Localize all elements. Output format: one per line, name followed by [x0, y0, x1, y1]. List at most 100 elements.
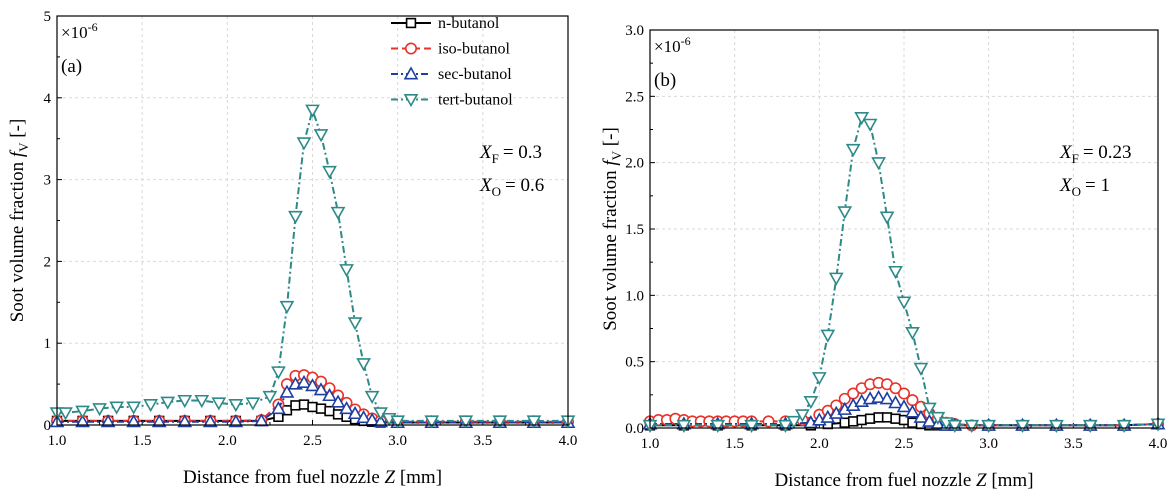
- data-point: [905, 326, 920, 341]
- data-point: [820, 329, 836, 343]
- data-point: [947, 419, 963, 433]
- data-point: [890, 413, 901, 424]
- annotation-variable: X: [1059, 175, 1073, 196]
- data-point: [202, 414, 218, 428]
- data-point: [676, 419, 692, 433]
- x-axis-title: Distance from fuel nozzle Z [mm]: [183, 467, 442, 488]
- x-axis-title-part: fuel: [291, 467, 325, 488]
- data-point: [324, 405, 335, 417]
- annotation-variable: X: [479, 175, 493, 196]
- data-point: [922, 402, 937, 416]
- legend-item: tert-butanol: [391, 92, 513, 109]
- data-point: [322, 165, 337, 180]
- data-point: [913, 409, 929, 423]
- data-point: [847, 416, 859, 427]
- x-axis-title-part: fuel: [883, 470, 917, 491]
- x-axis-title-part: nozzle: [917, 470, 971, 491]
- annotation-variable: X: [479, 142, 493, 163]
- data-point: [315, 403, 327, 414]
- data-point: [864, 413, 876, 424]
- data-point: [109, 401, 124, 415]
- data-point: [296, 137, 312, 151]
- y-axis-title-subscript: V: [16, 142, 31, 152]
- data-point: [837, 206, 853, 220]
- data-point: [307, 401, 318, 413]
- data-point: [347, 317, 363, 331]
- legend-label: iso-butanol: [438, 41, 511, 58]
- data-point: [1015, 419, 1030, 433]
- data-point: [254, 413, 269, 427]
- data-point: [390, 415, 406, 429]
- x-axis-title-part: nozzle: [325, 467, 379, 488]
- data-point: [228, 399, 244, 413]
- x-tick-label: 3.5: [1064, 436, 1083, 452]
- x-tick-label: 1.5: [725, 436, 744, 452]
- data-point: [856, 414, 867, 426]
- x-tick-label: 4.0: [1149, 436, 1168, 452]
- series-line: [57, 381, 568, 424]
- data-point: [126, 414, 142, 428]
- legend: n-butanol iso-butanol sec-butanol tert-buta…: [391, 15, 513, 109]
- y-axis-title-part: [-]: [7, 119, 28, 143]
- scale-base: ×10: [654, 37, 681, 56]
- x-tick-label: 2.5: [895, 436, 914, 452]
- data-point: [290, 400, 301, 411]
- x-tick-label: 3.5: [473, 433, 492, 449]
- data-point: [811, 372, 827, 386]
- y-axis-title-symbol: f: [7, 149, 28, 157]
- data-point: [296, 374, 312, 388]
- y-axis-title-symbol: f: [600, 158, 621, 166]
- y-axis-title-subscript: V: [609, 150, 624, 160]
- data-point: [75, 405, 90, 419]
- annotation-value: = 1: [1085, 175, 1110, 196]
- legend-marker: [405, 17, 417, 29]
- y-axis-title-part: Soot volume fraction: [600, 166, 621, 331]
- scale-label: ×10-6: [654, 34, 691, 56]
- data-point: [330, 206, 346, 220]
- data-point: [896, 399, 912, 413]
- y-tick-label: 3: [44, 173, 52, 189]
- x-axis-title-part: Z: [971, 470, 987, 491]
- x-axis-title: Distance from fuel nozzle Z [mm]: [774, 470, 1033, 491]
- y-axis-title: Soot volume fraction fV [-]: [600, 127, 624, 331]
- data-point: [879, 391, 895, 405]
- data-point: [151, 414, 167, 428]
- annotation-value: = 0.6: [505, 175, 544, 196]
- data-point: [881, 412, 893, 423]
- data-point: [58, 407, 73, 421]
- legend-label: n-butanol: [438, 15, 500, 32]
- legend-item: n-butanol: [391, 15, 500, 32]
- data-point: [228, 414, 244, 428]
- data-point: [313, 129, 329, 143]
- data-point: [786, 415, 802, 430]
- legend-item: iso-butanol: [391, 41, 511, 58]
- data-point: [845, 143, 861, 158]
- annotation-variable: X: [1059, 142, 1073, 163]
- x-axis-title-part: from: [841, 470, 883, 491]
- data-point: [194, 394, 210, 409]
- x-axis-title-part: [mm]: [987, 470, 1034, 491]
- data-point: [888, 265, 903, 280]
- data-point: [1082, 419, 1098, 433]
- data-point: [262, 390, 278, 405]
- legend-label: sec-butanol: [438, 66, 512, 83]
- data-point: [279, 384, 295, 398]
- condition-annotation: XF = 0.23: [1059, 142, 1132, 166]
- data-point: [424, 415, 440, 429]
- data-point: [305, 378, 320, 392]
- x-axis-title-part: Z: [380, 467, 396, 488]
- panel-label: (b): [654, 70, 676, 91]
- data-point: [75, 414, 90, 428]
- annotation-subscript: O: [1072, 184, 1081, 199]
- data-point: [339, 401, 354, 415]
- y-axis-title-part: Soot volume fraction: [7, 157, 28, 322]
- x-axis-title-part: Distance: [183, 467, 249, 488]
- data-point: [803, 395, 819, 410]
- annotation-value: = 0.23: [1083, 142, 1132, 163]
- x-tick-label: 2.0: [810, 436, 829, 452]
- x-axis-title-part: Distance: [774, 470, 840, 491]
- data-point: [744, 419, 759, 433]
- data-point: [298, 399, 310, 410]
- data-point: [271, 366, 286, 380]
